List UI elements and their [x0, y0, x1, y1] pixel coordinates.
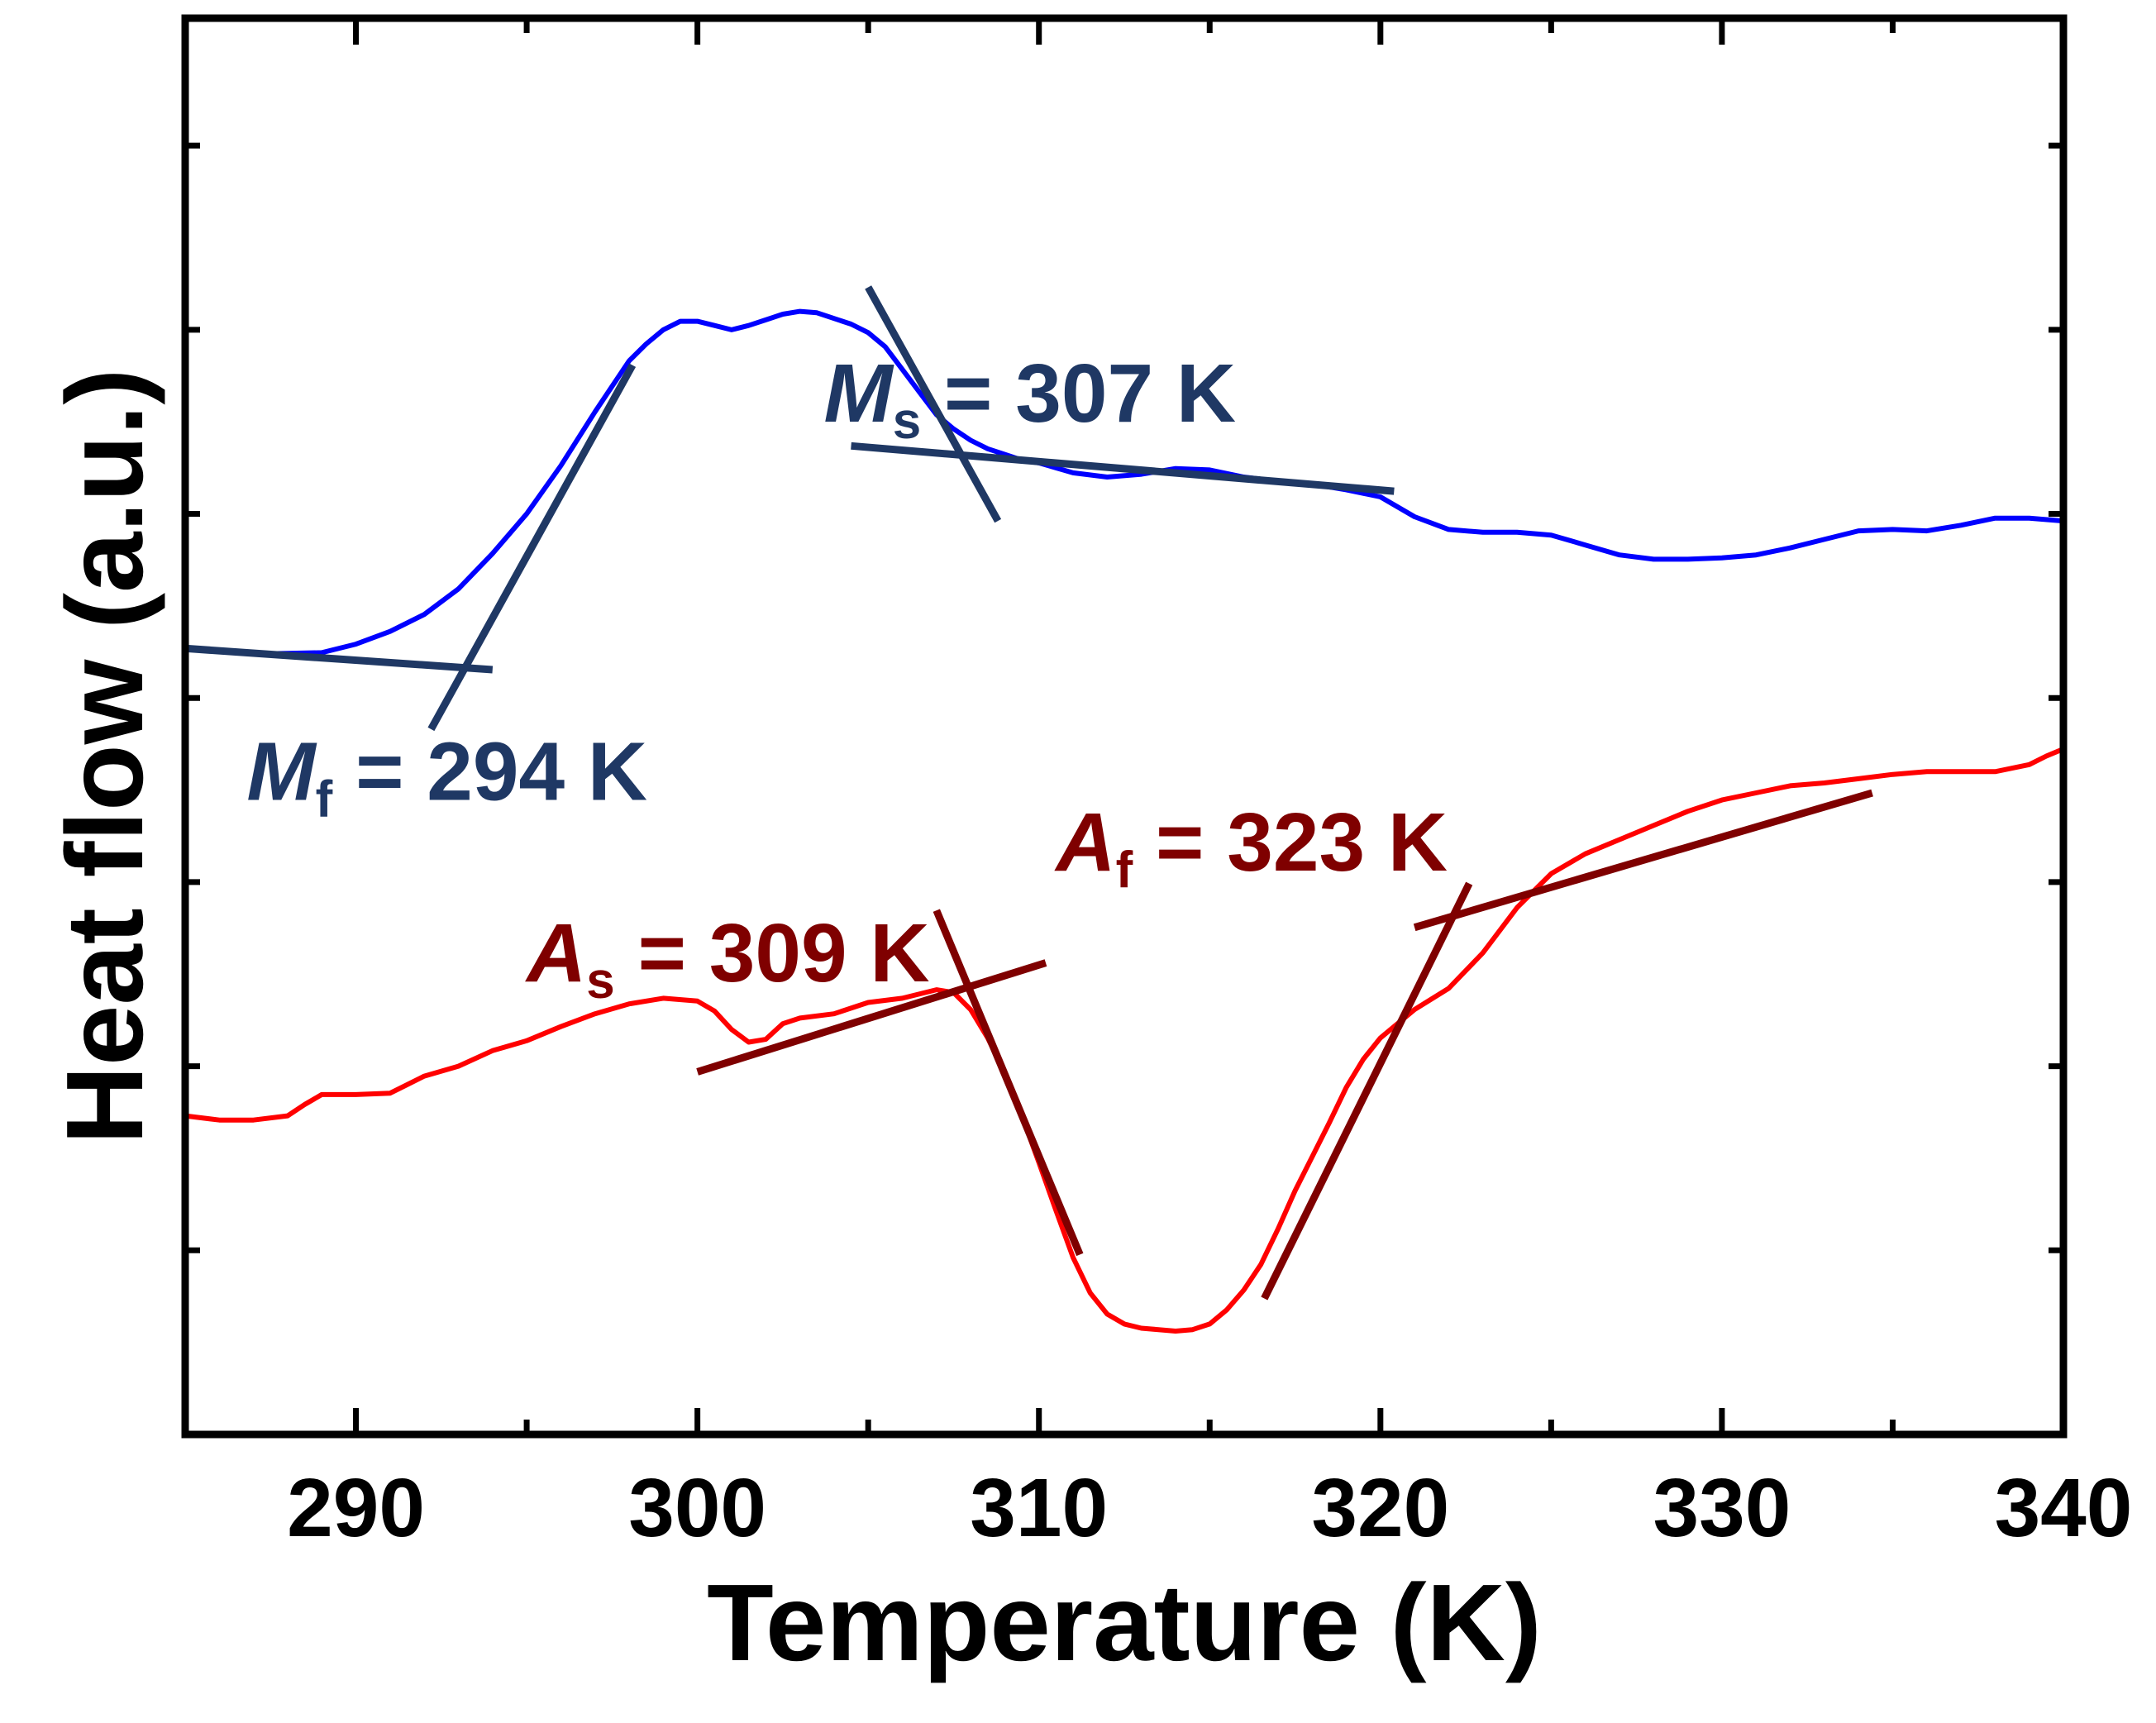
- as-baseline-tangent: [696, 959, 1047, 1076]
- mf-label-value: = 294 K: [332, 726, 647, 819]
- mf-baseline-tangent: [184, 644, 494, 674]
- ms-slope-tangent: [865, 285, 1002, 523]
- mf-label-subscript: f: [316, 771, 333, 828]
- x-tick-label-310: 310: [970, 1462, 1108, 1554]
- as-label-subscript: s: [586, 952, 614, 1009]
- x-tick-label-290: 290: [287, 1462, 425, 1554]
- ms-label-value: = 307 K: [921, 347, 1236, 440]
- y-minor-ticks: [185, 142, 2063, 1253]
- x-tick-label-330: 330: [1653, 1462, 1791, 1554]
- heating-curve: [183, 746, 2066, 1334]
- as-label: As = 309 K: [524, 907, 930, 1009]
- af-slope-tangent: [1261, 881, 1473, 1301]
- ms-baseline-tangent: [851, 441, 1395, 495]
- af-label-symbol: A: [1053, 796, 1115, 889]
- ms-label: Ms = 307 K: [823, 347, 1236, 450]
- as-slope-tangent: [933, 909, 1084, 1257]
- annotation-layer: Ms = 307 KMf = 294 KAs = 309 KAf = 323 K: [246, 347, 1448, 1009]
- af-label-value: = 323 K: [1133, 796, 1448, 889]
- x-tick-label-300: 300: [628, 1462, 766, 1554]
- x-axis-title: Temperature (K): [707, 1562, 1542, 1683]
- x-ticks: [353, 18, 2067, 1434]
- y-axis-title: Heat flow (a.u.): [44, 369, 165, 1145]
- tangent-layer: [184, 285, 1873, 1301]
- mf-label-symbol: M: [246, 726, 317, 819]
- af-baseline-tangent: [1413, 789, 1873, 932]
- mf-label: Mf = 294 K: [246, 726, 647, 828]
- cooling-curve: [183, 308, 2066, 657]
- ms-label-symbol: M: [823, 347, 894, 440]
- plot-frame: [181, 14, 2068, 1439]
- x-tick-label-340: 340: [1995, 1462, 2133, 1554]
- x-tick-label-320: 320: [1311, 1462, 1449, 1554]
- ms-label-subscript: s: [893, 393, 921, 450]
- as-label-symbol: A: [524, 907, 586, 1000]
- series-layer: [183, 308, 2066, 1334]
- mf-slope-tangent: [427, 363, 637, 732]
- x-tick-labels: 290 300 310 320 330 340: [287, 1462, 2132, 1554]
- af-label-subscript: f: [1116, 842, 1133, 899]
- as-label-value: = 309 K: [615, 907, 930, 1000]
- af-label: Af = 323 K: [1053, 796, 1448, 899]
